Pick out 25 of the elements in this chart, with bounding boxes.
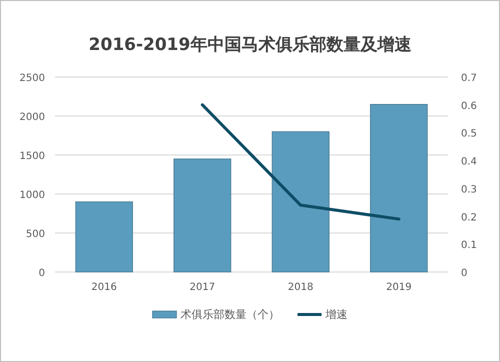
bar — [75, 202, 133, 272]
x-tick-label: 2017 — [190, 282, 216, 293]
x-tick-label: 2018 — [288, 282, 314, 293]
y2-tick-label: 0.2 — [461, 212, 477, 224]
y2-tick-label: 0.7 — [461, 73, 477, 84]
y2-tick-label: 0.4 — [461, 156, 477, 168]
x-tick-label: 2019 — [386, 282, 412, 293]
y2-tick-label: 0.1 — [461, 240, 477, 252]
y2-tick-label: 0 — [461, 268, 468, 279]
y-tick-label: 1500 — [20, 151, 45, 162]
bar — [174, 158, 232, 272]
x-tick-label: 2016 — [91, 282, 117, 293]
y-tick-label: 1000 — [20, 190, 45, 201]
y-tick-label: 2000 — [20, 112, 45, 123]
bar — [272, 131, 330, 272]
y2-tick-label: 0.5 — [461, 128, 477, 140]
legend-label: 术俱乐部数量（个） — [180, 308, 280, 321]
y-tick-label: 500 — [26, 229, 45, 240]
bar — [370, 104, 428, 272]
legend-label: 增速 — [324, 308, 348, 321]
y2-tick-label: 0.3 — [461, 184, 477, 196]
y-tick-label: 2500 — [20, 73, 45, 84]
chart-title: 2016-2019年中国马术俱乐部数量及增速 — [88, 35, 412, 55]
y-tick-label: 0 — [38, 268, 45, 279]
y2-tick-label: 0.6 — [461, 100, 477, 112]
